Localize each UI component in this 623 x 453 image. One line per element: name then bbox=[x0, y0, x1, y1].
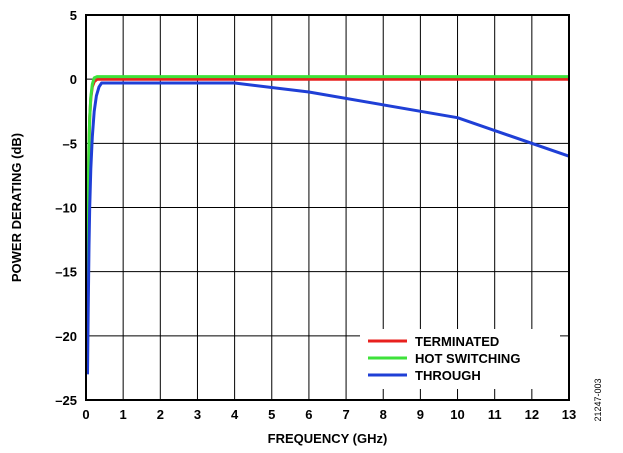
y-tick-label: –10 bbox=[55, 201, 77, 216]
x-tick-label: 8 bbox=[380, 407, 387, 422]
y-tick-label: 5 bbox=[70, 8, 77, 23]
x-tick-label: 5 bbox=[268, 407, 275, 422]
x-tick-label: 3 bbox=[194, 407, 201, 422]
y-tick-label: –20 bbox=[55, 329, 77, 344]
x-axis-label: FREQUENCY (GHz) bbox=[268, 431, 388, 446]
y-tick-labels: 5 0 –5 –10 –15 –20 –25 bbox=[55, 8, 77, 408]
legend-label: HOT SWITCHING bbox=[415, 351, 520, 366]
x-tick-label: 1 bbox=[120, 407, 127, 422]
legend-label: TERMINATED bbox=[415, 334, 499, 349]
legend: TERMINATED HOT SWITCHING THROUGH bbox=[360, 329, 560, 389]
legend-label: THROUGH bbox=[415, 368, 481, 383]
x-tick-label: 6 bbox=[305, 407, 312, 422]
figure-id: 21247-003 bbox=[593, 378, 603, 421]
x-tick-label: 13 bbox=[562, 407, 576, 422]
x-tick-labels: 0 1 2 3 4 5 6 7 8 9 10 11 12 13 bbox=[82, 407, 576, 422]
x-tick-label: 4 bbox=[231, 407, 239, 422]
x-tick-label: 7 bbox=[342, 407, 349, 422]
y-tick-label: –25 bbox=[55, 393, 77, 408]
y-tick-label: 0 bbox=[70, 72, 77, 87]
x-tick-label: 0 bbox=[82, 407, 89, 422]
y-tick-label: –15 bbox=[55, 265, 77, 280]
x-tick-label: 10 bbox=[450, 407, 464, 422]
y-tick-label: –5 bbox=[63, 136, 77, 151]
y-axis-label: POWER DERATING (dB) bbox=[9, 133, 24, 282]
x-tick-label: 11 bbox=[488, 407, 502, 422]
x-tick-label: 2 bbox=[157, 407, 164, 422]
x-tick-label: 9 bbox=[417, 407, 424, 422]
x-tick-label: 12 bbox=[525, 407, 539, 422]
